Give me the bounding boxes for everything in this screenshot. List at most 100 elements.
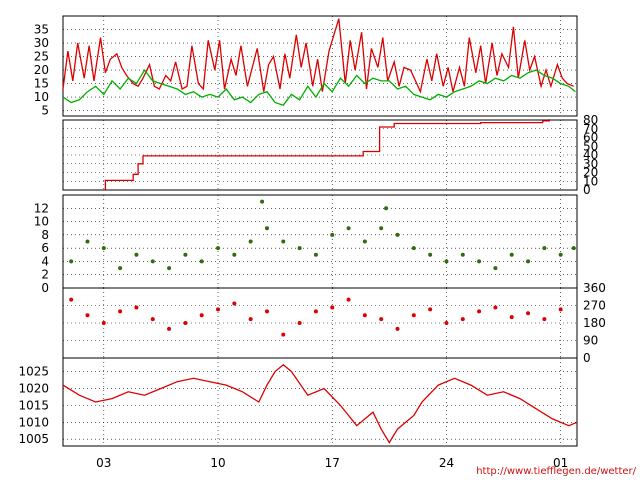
x-tick-label-3: 24 bbox=[439, 456, 454, 470]
y-tick-label-0-0: 5 bbox=[41, 104, 49, 118]
y-tick-label-1-7: 70 bbox=[583, 122, 598, 136]
data-point-2-0-31 bbox=[542, 246, 547, 251]
data-point-2-0-30 bbox=[526, 259, 531, 264]
series-line-1-0 bbox=[104, 119, 550, 190]
y-tick-label-2-4: 8 bbox=[41, 228, 49, 242]
panel-frame-4 bbox=[62, 357, 578, 447]
y-tick-label-3-0: 0 bbox=[583, 351, 591, 365]
data-point-2-0-2 bbox=[101, 246, 106, 251]
data-point-2-0-22 bbox=[395, 232, 400, 237]
data-point-3-0-7 bbox=[183, 321, 188, 325]
data-point-2-0-33 bbox=[571, 246, 576, 251]
series-line-0-0 bbox=[62, 18, 574, 94]
data-point-3-0-20 bbox=[395, 326, 400, 331]
y-tick-label-4-4: 1025 bbox=[18, 365, 49, 379]
x-tick-label-4: 01 bbox=[553, 456, 568, 470]
y-tick-label-3-3: 270 bbox=[583, 299, 606, 313]
y-tick-label-4-3: 1020 bbox=[18, 381, 49, 395]
y-tick-label-4-2: 1015 bbox=[18, 398, 49, 412]
data-point-3-0-19 bbox=[379, 317, 384, 322]
data-point-2-0-15 bbox=[297, 246, 302, 251]
data-point-2-0-29 bbox=[509, 252, 514, 257]
data-point-3-0-3 bbox=[118, 309, 123, 314]
data-point-3-0-8 bbox=[199, 313, 204, 318]
y-tick-label-0-5: 30 bbox=[34, 36, 49, 50]
y-tick-label-2-1: 2 bbox=[41, 268, 49, 282]
y-tick-label-0-4: 25 bbox=[34, 50, 49, 64]
data-point-2-0-6 bbox=[167, 266, 172, 271]
data-point-3-0-28 bbox=[526, 311, 531, 316]
panel-frame-2 bbox=[62, 194, 578, 289]
y-tick-label-1-8: 80 bbox=[583, 113, 598, 127]
data-point-2-0-14 bbox=[281, 239, 286, 244]
data-point-2-0-8 bbox=[199, 259, 204, 264]
y-tick-label-4-0: 1005 bbox=[18, 432, 49, 446]
data-point-2-0-27 bbox=[477, 259, 482, 264]
data-point-3-0-14 bbox=[297, 321, 302, 325]
panel-frame-1 bbox=[62, 119, 578, 191]
data-point-2-0-7 bbox=[183, 252, 188, 257]
data-point-2-0-18 bbox=[346, 226, 351, 231]
y-tick-label-1-2: 20 bbox=[583, 166, 598, 180]
data-point-2-0-24 bbox=[428, 252, 433, 257]
data-point-3-0-25 bbox=[477, 309, 482, 314]
y-tick-label-0-6: 35 bbox=[34, 23, 49, 37]
series-line-4-0 bbox=[62, 363, 578, 444]
y-tick-label-2-0: 0 bbox=[41, 281, 49, 295]
data-point-3-0-22 bbox=[428, 307, 433, 312]
y-tick-label-2-2: 4 bbox=[41, 254, 49, 268]
source-credit: http://www.tiefflegen.de/wetter/ bbox=[476, 466, 636, 477]
data-point-2-0-4 bbox=[134, 252, 139, 257]
data-point-2-0-25 bbox=[444, 259, 449, 264]
x-tick-label-1: 10 bbox=[210, 456, 225, 470]
data-point-2-0-12 bbox=[260, 199, 265, 204]
y-tick-label-1-5: 50 bbox=[583, 139, 598, 153]
y-tick-label-1-4: 40 bbox=[583, 148, 598, 162]
y-tick-label-0-1: 10 bbox=[34, 90, 49, 104]
y-tick-label-1-3: 30 bbox=[583, 157, 598, 171]
y-tick-label-3-4: 360 bbox=[583, 281, 606, 295]
y-tick-label-2-5: 10 bbox=[34, 215, 49, 229]
y-tick-label-0-3: 20 bbox=[34, 63, 49, 77]
y-tick-label-3-1: 90 bbox=[583, 334, 598, 348]
y-tick-label-0-2: 15 bbox=[34, 77, 49, 91]
data-point-3-0-24 bbox=[460, 317, 465, 322]
data-point-2-0-21 bbox=[384, 206, 389, 211]
y-tick-label-1-6: 60 bbox=[583, 131, 598, 145]
data-point-2-0-28 bbox=[493, 266, 498, 271]
data-point-3-0-15 bbox=[313, 309, 318, 314]
data-point-2-0-23 bbox=[411, 246, 416, 251]
data-point-2-0-32 bbox=[558, 252, 563, 257]
y-tick-label-3-2: 180 bbox=[583, 316, 606, 330]
panel-frame-0 bbox=[62, 15, 578, 117]
data-point-3-0-16 bbox=[330, 305, 335, 310]
data-point-3-0-21 bbox=[411, 313, 416, 318]
data-point-2-0-5 bbox=[150, 259, 155, 264]
data-point-3-0-12 bbox=[264, 309, 269, 314]
data-point-2-0-26 bbox=[460, 252, 465, 257]
data-point-3-0-11 bbox=[248, 317, 253, 322]
x-tick-label-2: 17 bbox=[325, 456, 340, 470]
data-point-2-0-10 bbox=[232, 252, 237, 257]
data-point-2-0-19 bbox=[362, 239, 367, 244]
data-point-3-0-26 bbox=[493, 305, 498, 310]
data-point-3-0-10 bbox=[232, 301, 237, 306]
data-point-3-0-0 bbox=[69, 297, 74, 302]
data-point-3-0-29 bbox=[542, 317, 547, 322]
data-point-2-0-16 bbox=[313, 252, 318, 257]
data-point-3-0-27 bbox=[509, 315, 514, 320]
data-point-3-0-6 bbox=[167, 326, 172, 331]
data-point-2-0-17 bbox=[330, 232, 335, 237]
data-point-2-0-11 bbox=[248, 239, 253, 244]
data-point-3-0-17 bbox=[346, 297, 351, 302]
y-tick-label-1-0: 0 bbox=[583, 183, 591, 197]
data-point-3-0-23 bbox=[444, 321, 449, 325]
data-point-2-0-13 bbox=[264, 226, 269, 231]
data-point-2-0-0 bbox=[69, 259, 74, 264]
x-tick-label-0: 03 bbox=[96, 456, 111, 470]
series-line-0-1 bbox=[62, 68, 576, 106]
y-tick-label-2-3: 6 bbox=[41, 241, 49, 255]
data-point-2-0-9 bbox=[216, 246, 221, 251]
y-tick-label-1-1: 10 bbox=[583, 174, 598, 188]
